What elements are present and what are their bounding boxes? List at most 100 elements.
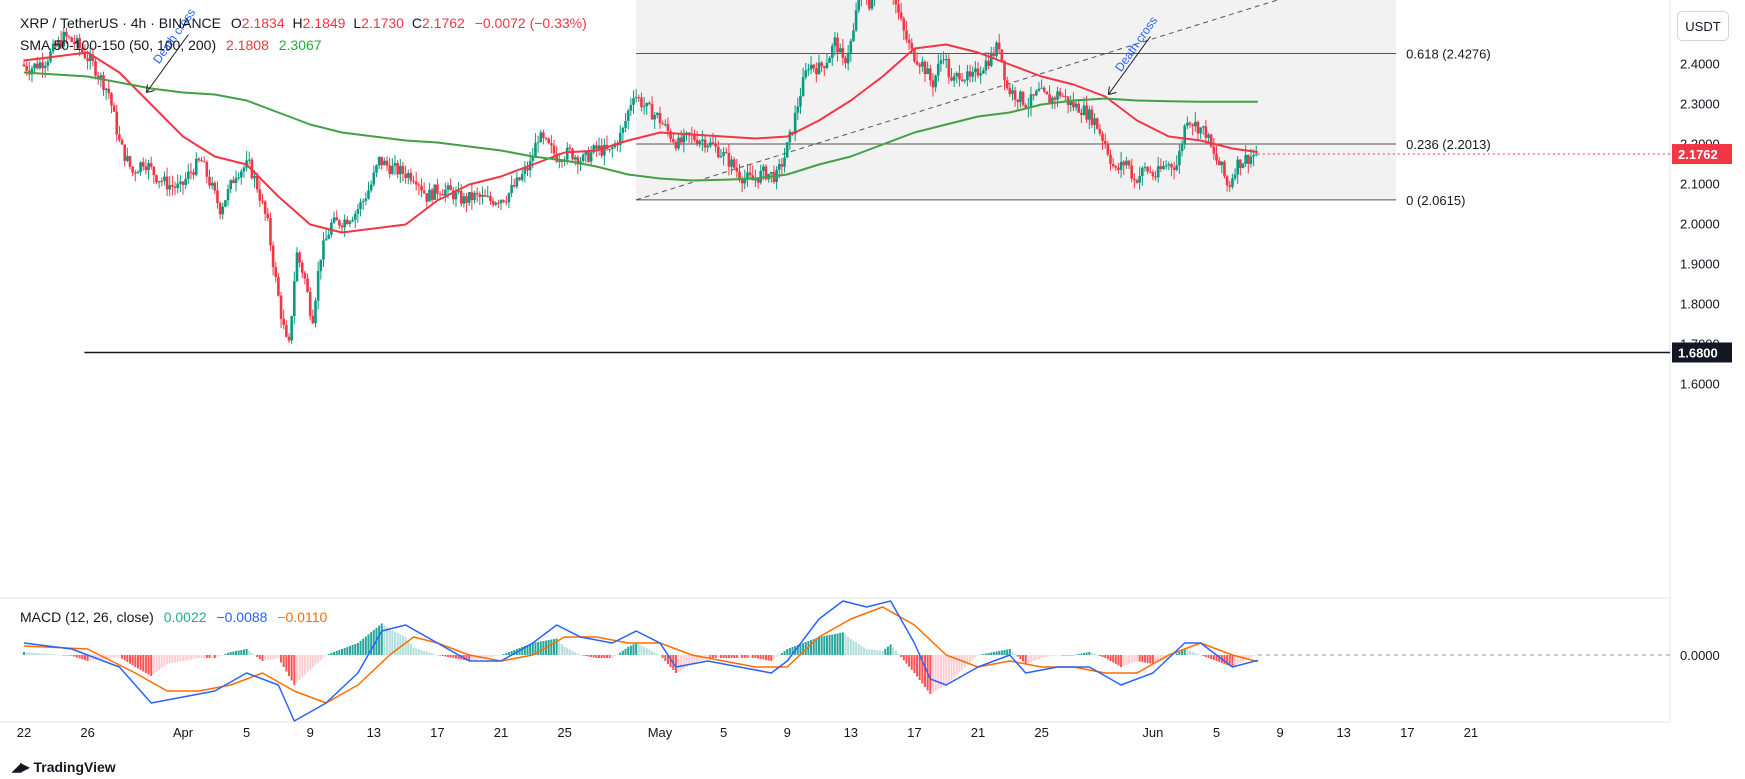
- macd-hist-bar: [216, 655, 219, 657]
- candle-body: [189, 171, 193, 173]
- macd-hist-bar: [590, 655, 593, 657]
- macd-hist-bar: [309, 655, 312, 670]
- macd-hist-bar: [49, 654, 52, 655]
- macd-hist-bar: [1008, 649, 1011, 655]
- candle-body: [939, 60, 943, 64]
- macd-hist-bar: [203, 655, 206, 658]
- macd-hist-bar: [1215, 655, 1218, 661]
- macd-hist-bar: [730, 655, 733, 658]
- candle-body: [910, 43, 914, 49]
- candle-body: [277, 277, 280, 296]
- candle-body: [966, 71, 969, 81]
- macd-hist-bar: [884, 648, 887, 655]
- candle-body: [974, 68, 977, 72]
- macd-hist-bar: [754, 655, 757, 658]
- candle-body: [348, 221, 352, 224]
- macd-hist-bar: [266, 655, 269, 660]
- candle-body: [298, 252, 301, 263]
- macd-hist-bar: [319, 655, 322, 660]
- macd-hist-bar: [1194, 653, 1197, 655]
- candle-body: [438, 193, 442, 195]
- candle-body: [1241, 163, 1245, 168]
- candle-body: [1151, 172, 1155, 177]
- time-tick-label: 21: [971, 725, 985, 740]
- candle-body: [982, 70, 985, 74]
- macd-hist-bar: [1239, 655, 1242, 663]
- macd-hist-bar: [743, 655, 746, 658]
- candle-body: [603, 144, 606, 156]
- candle-body: [846, 53, 850, 64]
- macd-hist-bar: [97, 655, 100, 660]
- candle-body: [642, 106, 646, 108]
- macd-legend[interactable]: MACD (12, 26, close) 0.0022 −0.0088 −0.0…: [20, 609, 327, 625]
- macd-hist-bar: [1003, 650, 1006, 655]
- macd-hist-bar: [722, 655, 725, 658]
- macd-hist-bar: [629, 645, 632, 655]
- candle-body: [740, 178, 744, 184]
- macd-hist-bar: [468, 655, 471, 661]
- macd-hist-bar: [81, 655, 84, 660]
- candle-body: [992, 52, 996, 56]
- support-price-tag: [1672, 342, 1732, 363]
- macd-hist-bar: [733, 655, 736, 658]
- candle-body: [576, 157, 580, 165]
- macd-hist-bar: [1006, 649, 1009, 655]
- macd-hist-bar: [595, 655, 598, 658]
- candle-body: [311, 315, 315, 324]
- candle-body: [1178, 151, 1181, 166]
- macd-hist-bar: [947, 655, 950, 683]
- macd-hist-bar: [621, 650, 624, 655]
- macd-hist-bar: [1128, 655, 1131, 664]
- candle-body: [952, 76, 956, 81]
- candle-body: [168, 185, 172, 190]
- candle-body: [428, 189, 431, 202]
- fib-trend-line: [636, 0, 1279, 201]
- candle-body: [224, 200, 227, 207]
- candle-body: [372, 172, 376, 185]
- time-tick-label: 25: [1034, 725, 1048, 740]
- macd-hist-bar: [910, 655, 913, 670]
- macd-hist-bar: [277, 655, 280, 658]
- candle-body: [1077, 103, 1080, 113]
- macd-hist-bar: [1112, 655, 1115, 663]
- macd-hist-bar: [714, 655, 717, 658]
- macd-hist-bar: [68, 655, 71, 656]
- candle-body: [780, 164, 784, 167]
- macd-hist-bar: [982, 654, 985, 655]
- macd-hist-bar: [857, 644, 860, 655]
- macd-hist-bar: [1151, 655, 1154, 664]
- candle-body: [510, 185, 513, 194]
- macd-hist-bar: [1093, 654, 1096, 655]
- tradingview-watermark[interactable]: ◢▶ TradingView: [12, 759, 116, 775]
- macd-hist-bar: [969, 655, 972, 663]
- candle-body: [1029, 94, 1033, 108]
- macd-hist-bar: [38, 653, 41, 655]
- candle-body: [1040, 87, 1043, 89]
- macd-hist-bar: [1101, 655, 1104, 657]
- macd-hist-bar: [1120, 655, 1123, 667]
- macd-hist-bar: [76, 655, 78, 658]
- macd-hist-bar: [871, 649, 873, 655]
- macd-hist-bar: [409, 644, 412, 655]
- macd-hist-bar: [301, 655, 304, 678]
- fib-level-label: 0.236 (2.2013): [1406, 137, 1491, 152]
- currency-unit-button[interactable]: USDT: [1677, 11, 1729, 41]
- macd-hist-bar: [187, 655, 190, 660]
- candle-body: [1058, 91, 1062, 96]
- macd-hist-bar: [945, 655, 948, 685]
- sma-legend[interactable]: SMA 50-100-150 (50, 100, 200) 2.1808 2.3…: [20, 37, 322, 53]
- candle-body: [226, 189, 230, 201]
- candle-body: [361, 200, 365, 203]
- macd-hist-bar: [195, 655, 198, 659]
- macd-hist-bar: [306, 655, 309, 673]
- macd-hist-bar: [688, 655, 691, 666]
- candle-body: [494, 202, 497, 205]
- macd-hist-bar: [60, 654, 63, 656]
- macd-hist-bar: [280, 655, 283, 663]
- macd-hist-bar: [802, 643, 805, 655]
- macd-hist-bar: [341, 649, 343, 655]
- candle-body: [144, 166, 148, 171]
- macd-hist-bar: [494, 655, 497, 656]
- macd-hist-bar: [502, 654, 505, 655]
